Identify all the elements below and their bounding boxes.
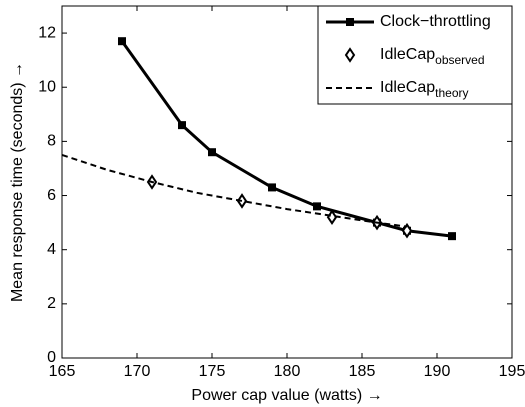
x-tick-label: 185 — [349, 363, 376, 380]
series-line — [61, 153, 408, 228]
marker — [401, 222, 413, 239]
x-axis-label: Power cap value (watts) → — [191, 387, 382, 404]
marker — [236, 193, 248, 209]
y-tick-label: 8 — [47, 133, 56, 150]
x-tick-label: 195 — [499, 363, 525, 380]
y-tick-label: 4 — [47, 241, 56, 258]
marker — [178, 121, 186, 130]
x-tick-label: 175 — [199, 363, 226, 380]
legend-name: IdleCap — [380, 46, 435, 63]
legend-label: IdleCapobserved — [380, 46, 485, 67]
legend-label: Clock−throttling — [380, 13, 491, 30]
x-tick-label: 165 — [49, 363, 76, 380]
x-tick-label: 190 — [424, 363, 451, 380]
x-tick-label: 180 — [274, 363, 301, 380]
marker — [268, 183, 276, 192]
marker — [208, 148, 216, 157]
x-tick-label: 170 — [124, 363, 151, 380]
legend-subscript: observed — [435, 53, 484, 67]
legend-label: IdleCaptheory — [380, 79, 469, 100]
y-tick-label: 6 — [47, 187, 56, 204]
y-tick-label: 10 — [38, 78, 56, 95]
legend-subscript: theory — [435, 86, 468, 100]
legend-name: IdleCap — [380, 79, 435, 96]
marker — [448, 232, 456, 241]
legend-marker — [346, 18, 354, 26]
y-tick-label: 2 — [47, 295, 56, 312]
y-tick-label: 12 — [38, 24, 56, 41]
legend-name: Clock−throttling — [380, 13, 491, 30]
y-axis-label: Mean response time (seconds) → — [9, 62, 26, 302]
marker — [313, 202, 321, 211]
y-tick-label: 0 — [47, 349, 56, 366]
marker — [118, 37, 126, 46]
legend: Clock−throttlingIdleCapobservedIdleCapth… — [317, 5, 513, 105]
legend-marker — [344, 47, 356, 63]
series-line — [120, 40, 453, 238]
